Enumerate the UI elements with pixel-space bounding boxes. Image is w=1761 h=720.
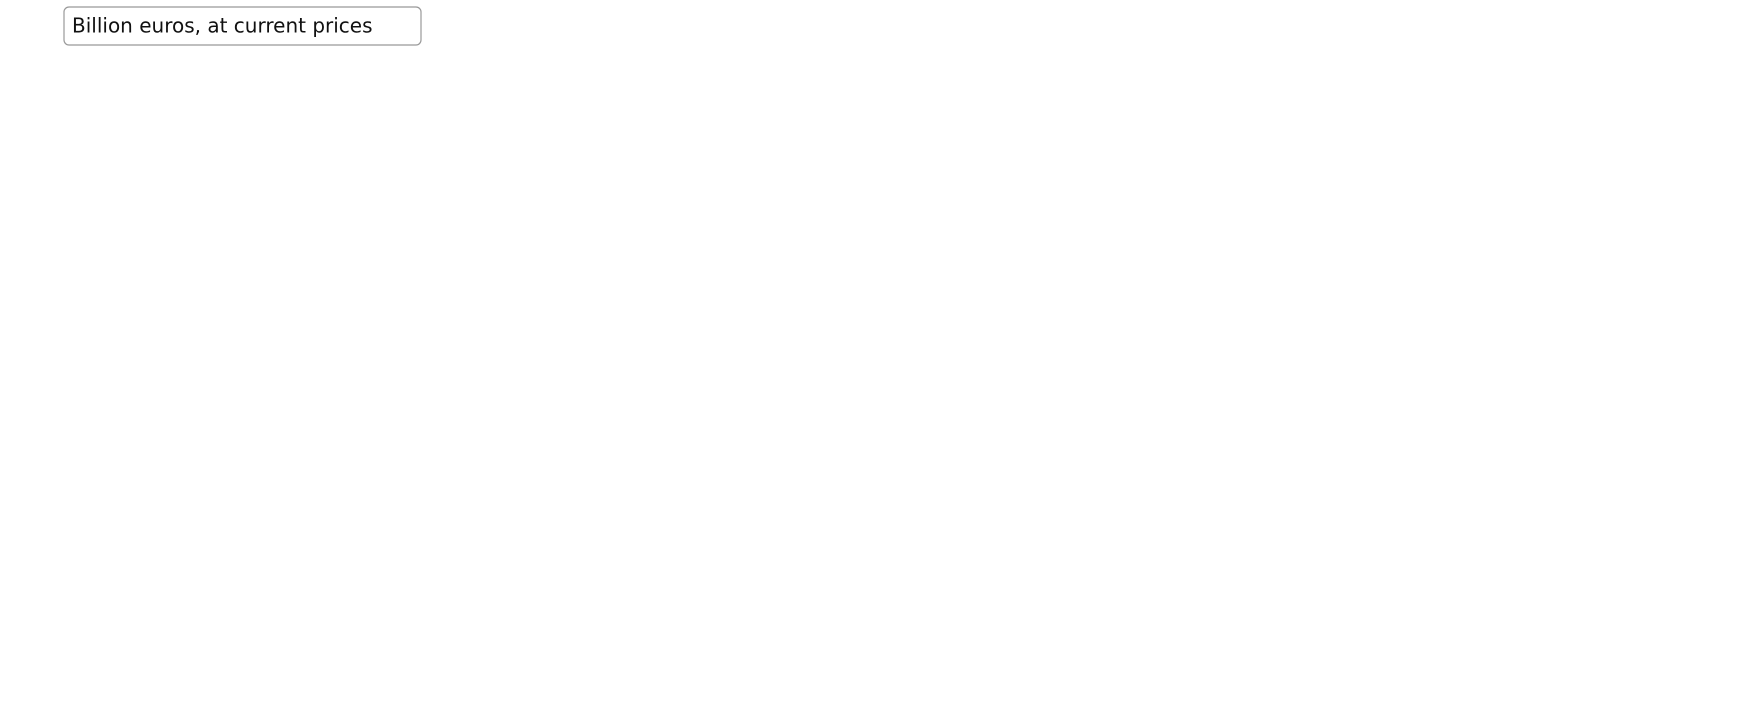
label-box	[63, 6, 422, 46]
y-axis-label: Billion euros, at current prices	[72, 14, 373, 38]
